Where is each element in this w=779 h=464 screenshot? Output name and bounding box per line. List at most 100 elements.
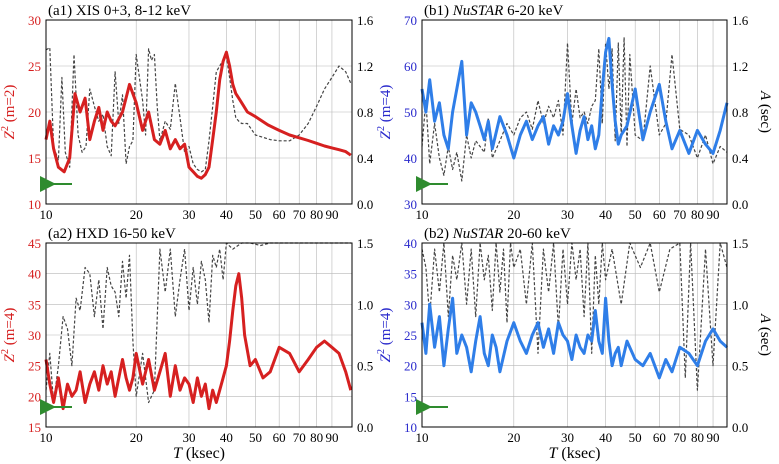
left-tick-label: 40 [404, 151, 417, 166]
right-tick-label: 1.6 [357, 13, 374, 28]
panel-title: (a2) HXD 16-50 keV [48, 226, 176, 242]
left-tick-label: 20 [28, 105, 41, 120]
right-tick-label: 1.5 [732, 236, 748, 251]
left-tick-label: 25 [404, 328, 417, 343]
x-tick-label: 60 [653, 207, 666, 222]
x-tick-label: 90 [707, 430, 720, 445]
series-z2-line [44, 272, 353, 411]
left-tick-label: 40 [28, 267, 41, 282]
left-axis-label: Z2 (m=4) [376, 85, 394, 140]
series-a-line [45, 242, 351, 404]
x-tick-label: 70 [293, 430, 306, 445]
x-tick-label: 10 [416, 207, 429, 222]
left-tick-label: 35 [404, 267, 417, 282]
x-tick-label: 30 [182, 207, 195, 222]
left-tick-label: 25 [28, 359, 41, 374]
x-tick-label: 90 [325, 207, 338, 222]
panel-b2: 10 15 20 25 30 35 40 0.0 0.5 1.0 1.5 10 20 30 40 50 60 70… [376, 226, 773, 462]
right-tick-label: 1.5 [357, 236, 373, 251]
right-tick-label: 1.0 [357, 297, 373, 312]
right-tick-label: 0.0 [357, 197, 373, 212]
series-z2-line [44, 50, 352, 180]
series-a-line [421, 242, 728, 391]
x-axis-label: T (ksec) [549, 445, 601, 462]
right-tick-label: 0.0 [732, 420, 748, 435]
right-tick-label: 0.5 [732, 359, 748, 374]
left-tick-label: 45 [28, 236, 41, 251]
panel-title: (b1) NuSTAR 6-20 keV [424, 3, 563, 19]
x-tick-label: 60 [653, 430, 666, 445]
left-tick-label: 70 [404, 13, 417, 28]
left-axis-label: Z2 (m=2) [0, 85, 18, 140]
x-tick-label: 70 [673, 430, 686, 445]
x-tick-label: 30 [561, 430, 574, 445]
series-z2-line [420, 36, 729, 160]
series-z2-line [420, 296, 729, 380]
left-axis-label: Z2 (m=4) [0, 308, 18, 363]
left-tick-label: 50 [404, 105, 417, 120]
left-axis-label: Z2 (m=4) [376, 308, 394, 363]
x-tick-label: 60 [273, 207, 286, 222]
x-tick-label: 20 [507, 430, 520, 445]
left-tick-label: 30 [404, 297, 417, 312]
right-axis-label: A (sec) [757, 90, 773, 133]
left-tick-label: 40 [404, 236, 417, 251]
right-tick-label: 0.4 [732, 151, 749, 166]
left-tick-label: 60 [404, 59, 417, 74]
x-tick-label: 40 [599, 430, 612, 445]
x-tick-label: 50 [249, 207, 262, 222]
right-tick-label: 0.0 [732, 197, 748, 212]
x-tick-label: 30 [182, 430, 195, 445]
x-tick-label: 40 [220, 207, 233, 222]
left-tick-label: 15 [28, 151, 41, 166]
x-tick-label: 10 [40, 207, 53, 222]
right-tick-label: 0.0 [357, 420, 373, 435]
plot-frame [45, 19, 353, 205]
panel-a2: 15 20 25 30 35 40 45 0.0 0.5 1.0 1.5 10 20 30 40 50 60 70… [0, 226, 373, 462]
x-tick-label: 70 [293, 207, 306, 222]
left-tick-label: 15 [404, 389, 417, 404]
x-tick-label: 10 [40, 430, 53, 445]
plot-frame [45, 242, 353, 428]
x-tick-label: 90 [707, 207, 720, 222]
left-tick-label: 35 [28, 297, 41, 312]
x-tick-label: 80 [310, 207, 323, 222]
x-tick-label: 50 [629, 207, 642, 222]
left-tick-label: 10 [404, 420, 417, 435]
right-tick-label: 1.2 [732, 59, 748, 74]
x-tick-label: 80 [691, 430, 704, 445]
plot-frame [421, 242, 728, 428]
x-tick-label: 50 [629, 430, 642, 445]
x-tick-label: 40 [599, 207, 612, 222]
right-tick-label: 1.2 [357, 59, 373, 74]
right-tick-label: 0.5 [357, 359, 373, 374]
right-tick-label: 1.6 [732, 13, 749, 28]
x-tick-label: 10 [416, 430, 429, 445]
right-tick-label: 0.8 [732, 105, 748, 120]
x-tick-label: 70 [673, 207, 686, 222]
x-tick-label: 20 [130, 430, 143, 445]
right-tick-label: 0.4 [357, 151, 374, 166]
x-tick-label: 80 [691, 207, 704, 222]
left-tick-label: 20 [404, 359, 417, 374]
x-tick-label: 80 [310, 430, 323, 445]
series-a-line [421, 36, 728, 182]
x-tick-label: 40 [220, 430, 233, 445]
x-tick-label: 50 [249, 430, 262, 445]
right-tick-label: 1.0 [732, 297, 748, 312]
left-tick-label: 15 [28, 420, 41, 435]
right-tick-label: 0.8 [357, 105, 373, 120]
x-axis-label: T (ksec) [173, 445, 225, 462]
series-a-line [45, 46, 352, 173]
panel-b1: 30 40 50 60 70 0.0 0.4 0.8 1.2 1.6 10 20 30 40 50 60 70 8… [376, 3, 773, 222]
plot-frame [421, 19, 728, 205]
left-tick-label: 30 [28, 328, 41, 343]
x-tick-label: 20 [130, 207, 143, 222]
right-axis-label: A (sec) [757, 313, 773, 356]
panel-title: (b2) NuSTAR 20-60 keV [424, 226, 571, 242]
left-tick-label: 20 [28, 389, 41, 404]
x-tick-label: 60 [273, 430, 286, 445]
x-tick-label: 90 [325, 430, 338, 445]
left-tick-label: 30 [404, 197, 417, 212]
